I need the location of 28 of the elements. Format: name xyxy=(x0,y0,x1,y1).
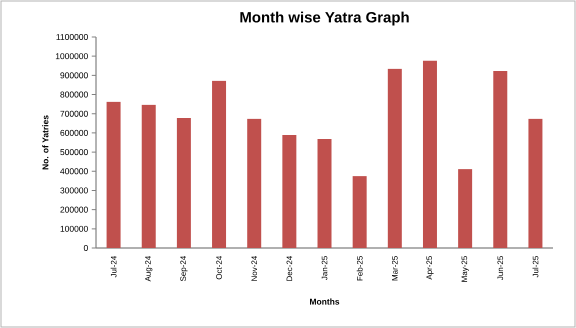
bar xyxy=(282,135,296,248)
bar xyxy=(247,118,262,248)
chart-title: Month wise Yatra Graph xyxy=(240,12,409,26)
bar xyxy=(212,80,226,248)
y-tick-label: 500000 xyxy=(60,149,88,156)
bar xyxy=(528,118,542,248)
y-tick-label: 1100000 xyxy=(56,34,88,40)
y-tick-label: 600000 xyxy=(60,130,88,136)
y-tick-label: 300000 xyxy=(60,187,88,194)
bar xyxy=(388,68,402,248)
bar xyxy=(318,139,332,248)
bar xyxy=(458,169,472,248)
x-axis-title: Months xyxy=(310,298,340,305)
bar xyxy=(493,70,508,248)
bar xyxy=(176,118,191,248)
y-axis-title: No. of Yatries xyxy=(42,115,48,170)
y-tick-label: 900000 xyxy=(60,72,88,78)
y-tick-label: 700000 xyxy=(60,110,88,117)
y-tick-label: 200000 xyxy=(60,206,88,213)
y-tick-label: 0 xyxy=(84,245,88,251)
y-tick-label: 1000000 xyxy=(56,53,88,60)
y-tick-label: 800000 xyxy=(60,92,88,98)
bar xyxy=(142,104,156,248)
y-tick-label: 100000 xyxy=(60,226,88,232)
y-tick-label: 400000 xyxy=(60,168,88,174)
bar xyxy=(106,102,121,248)
bar xyxy=(422,60,437,248)
bar xyxy=(352,176,367,248)
